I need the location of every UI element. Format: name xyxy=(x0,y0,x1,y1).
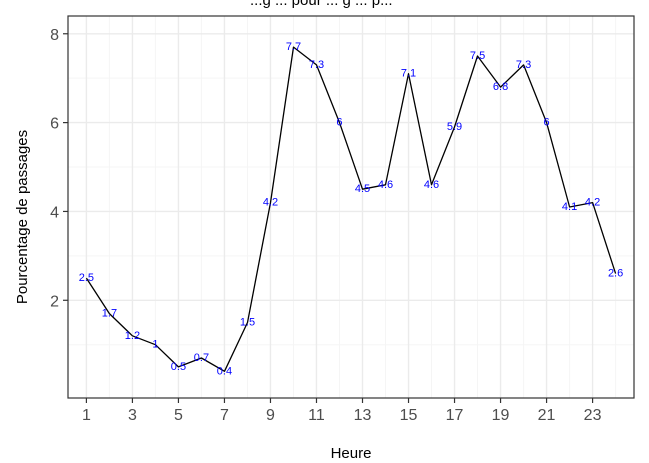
data-label: 7.7 xyxy=(286,41,301,53)
data-label: 7.5 xyxy=(470,50,485,62)
x-tick-label: 23 xyxy=(584,407,602,424)
data-label: 4.5 xyxy=(355,183,370,195)
y-tick-label: 4 xyxy=(50,204,59,221)
x-axis-ticks: 1 3 5 7 9 11 13 15 17 19 21 23 xyxy=(82,398,602,424)
grid xyxy=(68,16,634,398)
x-tick-label: 3 xyxy=(128,407,137,424)
y-tick-label: 6 xyxy=(50,116,59,133)
data-label: 7.3 xyxy=(516,59,531,71)
data-label: 2.5 xyxy=(79,272,94,284)
data-label: 2.6 xyxy=(608,268,623,280)
data-label: 4.2 xyxy=(263,197,278,209)
y-axis-title: Pourcentage de passages xyxy=(14,130,31,304)
data-label: 6 xyxy=(336,117,342,129)
y-tick-label: 8 xyxy=(50,27,59,44)
data-label: 0.7 xyxy=(194,352,209,364)
x-tick-label: 7 xyxy=(220,407,229,424)
x-axis-title: Heure xyxy=(331,445,372,462)
y-axis-ticks: 2 4 6 8 xyxy=(50,27,68,310)
chart-title: ...g ... pour ... g ... p... xyxy=(250,0,393,9)
x-tick-label: 5 xyxy=(174,407,183,424)
series xyxy=(85,46,617,372)
x-tick-label: 13 xyxy=(354,407,372,424)
data-label: 4.6 xyxy=(378,179,393,191)
x-tick-label: 9 xyxy=(266,407,275,424)
x-tick-label: 15 xyxy=(400,407,418,424)
data-label: 5.9 xyxy=(447,121,462,133)
data-label: 1.7 xyxy=(102,308,117,320)
data-label: 4.1 xyxy=(562,201,577,213)
data-label: 1.2 xyxy=(125,330,140,342)
series-line xyxy=(85,46,617,372)
data-label: 6.8 xyxy=(493,81,508,93)
x-tick-label: 19 xyxy=(492,407,510,424)
data-label: 0.4 xyxy=(217,365,232,377)
data-label: 7.3 xyxy=(309,59,324,71)
data-label: 4.6 xyxy=(424,179,439,191)
data-label: 7.1 xyxy=(401,68,416,80)
data-label: 4.2 xyxy=(585,197,600,209)
y-tick-label: 2 xyxy=(50,293,59,310)
x-tick-label: 17 xyxy=(446,407,464,424)
data-labels: 2.5 1.7 1.2 1 0.5 0.7 0.4 1.5 4.2 7.7 7.3 6 4.5 4.6 7.… xyxy=(79,41,623,377)
x-tick-label: 1 xyxy=(82,407,91,424)
data-label: 1.5 xyxy=(240,316,255,328)
data-label: 0.5 xyxy=(171,361,186,373)
data-label: 6 xyxy=(544,117,550,129)
panel-border xyxy=(67,15,635,399)
x-tick-label: 21 xyxy=(538,407,556,424)
data-label: 1 xyxy=(152,339,158,351)
x-tick-label: 11 xyxy=(308,407,325,424)
